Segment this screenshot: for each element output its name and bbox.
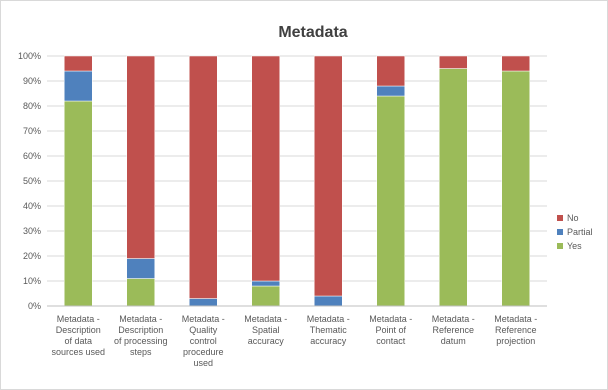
- legend: No Partial Yes: [557, 213, 593, 251]
- bar-segment-partial: [314, 295, 343, 307]
- chart-title: Metadata: [278, 24, 347, 41]
- y-tick-label: 20%: [23, 251, 41, 261]
- y-tick-label: 60%: [23, 151, 41, 161]
- legend-label-no: No: [567, 213, 579, 223]
- bars: [64, 55, 530, 307]
- x-category-label: Metadata -Reference projection: [494, 314, 537, 346]
- bar-segment-no: [501, 55, 530, 72]
- bar-segment-no: [126, 55, 155, 259]
- legend-swatch-yes: [557, 243, 563, 249]
- y-tick-label: 70%: [23, 126, 41, 136]
- bar-segment-no: [189, 55, 218, 299]
- x-category-label: Metadata -Quality control procedure used: [182, 314, 225, 368]
- legend-swatch-partial: [557, 229, 563, 235]
- bar-segment-no: [439, 55, 468, 69]
- x-category-label: Metadata -Point of contact: [369, 314, 412, 346]
- bar-segment-no: [251, 55, 280, 282]
- bar-segment-partial: [376, 85, 405, 97]
- y-tick-label: 10%: [23, 276, 41, 286]
- y-tick-label: 30%: [23, 226, 41, 236]
- bar-segment-yes: [126, 278, 155, 307]
- bar-segment-partial: [126, 258, 155, 279]
- x-category-label: Metadata -Description of data sources used: [51, 314, 105, 357]
- y-tick-label: 80%: [23, 101, 41, 111]
- bar-segment-yes: [64, 100, 93, 307]
- bar-segment-yes: [501, 70, 530, 307]
- bar-segment-no: [314, 55, 343, 297]
- legend-label-yes: Yes: [567, 241, 582, 251]
- bar-segment-partial: [189, 298, 218, 307]
- y-tick-label: 0%: [28, 301, 41, 311]
- bar-segment-partial: [251, 280, 280, 287]
- y-tick-label: 100%: [18, 51, 41, 61]
- legend-label-partial: Partial: [567, 227, 593, 237]
- bar-segment-yes: [376, 95, 405, 307]
- bar-segment-no: [376, 55, 405, 87]
- bar-segment-partial: [64, 70, 93, 102]
- y-tick-label: 50%: [23, 176, 41, 186]
- x-category-label: Metadata -Spatial accuracy: [244, 314, 287, 346]
- y-tick-label: 90%: [23, 76, 41, 86]
- x-category-label: Metadata -Thematic accuracy: [307, 314, 350, 346]
- y-tick-label: 40%: [23, 201, 41, 211]
- x-category-label: Metadata -Reference datum: [432, 314, 475, 346]
- bar-segment-yes: [439, 68, 468, 307]
- axes: 0% 10% 20% 30% 40% 50% 60% 70% 80% 90% 100% Metadat…: [18, 51, 547, 368]
- legend-swatch-no: [557, 215, 563, 221]
- x-category-label: Metadata -Description of processing steps: [114, 314, 168, 357]
- bar-segment-yes: [251, 285, 280, 307]
- bar-segment-no: [64, 55, 93, 72]
- gridlines: [47, 55, 547, 282]
